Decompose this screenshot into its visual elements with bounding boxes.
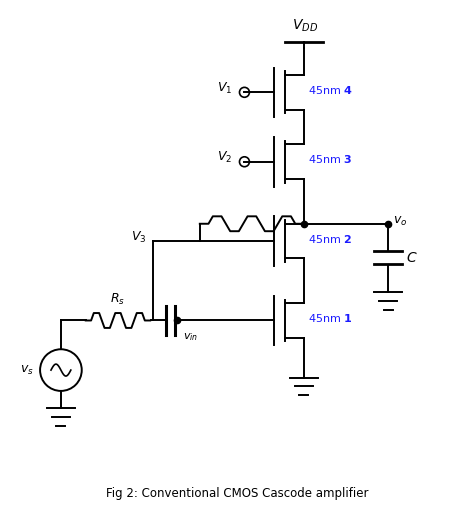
Text: $\mathbf{\mathit{V}}_1$: $\mathbf{\mathit{V}}_1$ [217,81,232,96]
Text: 45nm $\mathbf{1}$: 45nm $\mathbf{1}$ [308,312,353,324]
Text: $\mathit{C}$: $\mathit{C}$ [406,251,417,265]
Text: $\mathbf{\mathit{V}}_2$: $\mathbf{\mathit{V}}_2$ [217,150,232,165]
Text: $\mathbf{\mathit{V}}_3$: $\mathbf{\mathit{V}}_3$ [131,229,147,245]
Text: Fig 2: Conventional CMOS Cascode amplifier: Fig 2: Conventional CMOS Cascode amplifi… [106,487,368,500]
Text: 45nm $\mathbf{2}$: 45nm $\mathbf{2}$ [308,232,352,245]
Text: $\mathbf{\mathit{R}}_s$: $\mathbf{\mathit{R}}_s$ [110,291,126,307]
Text: 45nm $\mathbf{4}$: 45nm $\mathbf{4}$ [308,84,353,96]
Text: $\mathit{v}_{in}$: $\mathit{v}_{in}$ [183,331,199,343]
Text: 45nm $\mathbf{3}$: 45nm $\mathbf{3}$ [308,153,352,165]
Text: $\mathit{v}_s$: $\mathit{v}_s$ [20,364,34,377]
Text: $\mathit{v}_o$: $\mathit{v}_o$ [393,215,408,228]
Text: $\mathbf{\mathit{V}}_{DD}$: $\mathbf{\mathit{V}}_{DD}$ [292,17,318,34]
